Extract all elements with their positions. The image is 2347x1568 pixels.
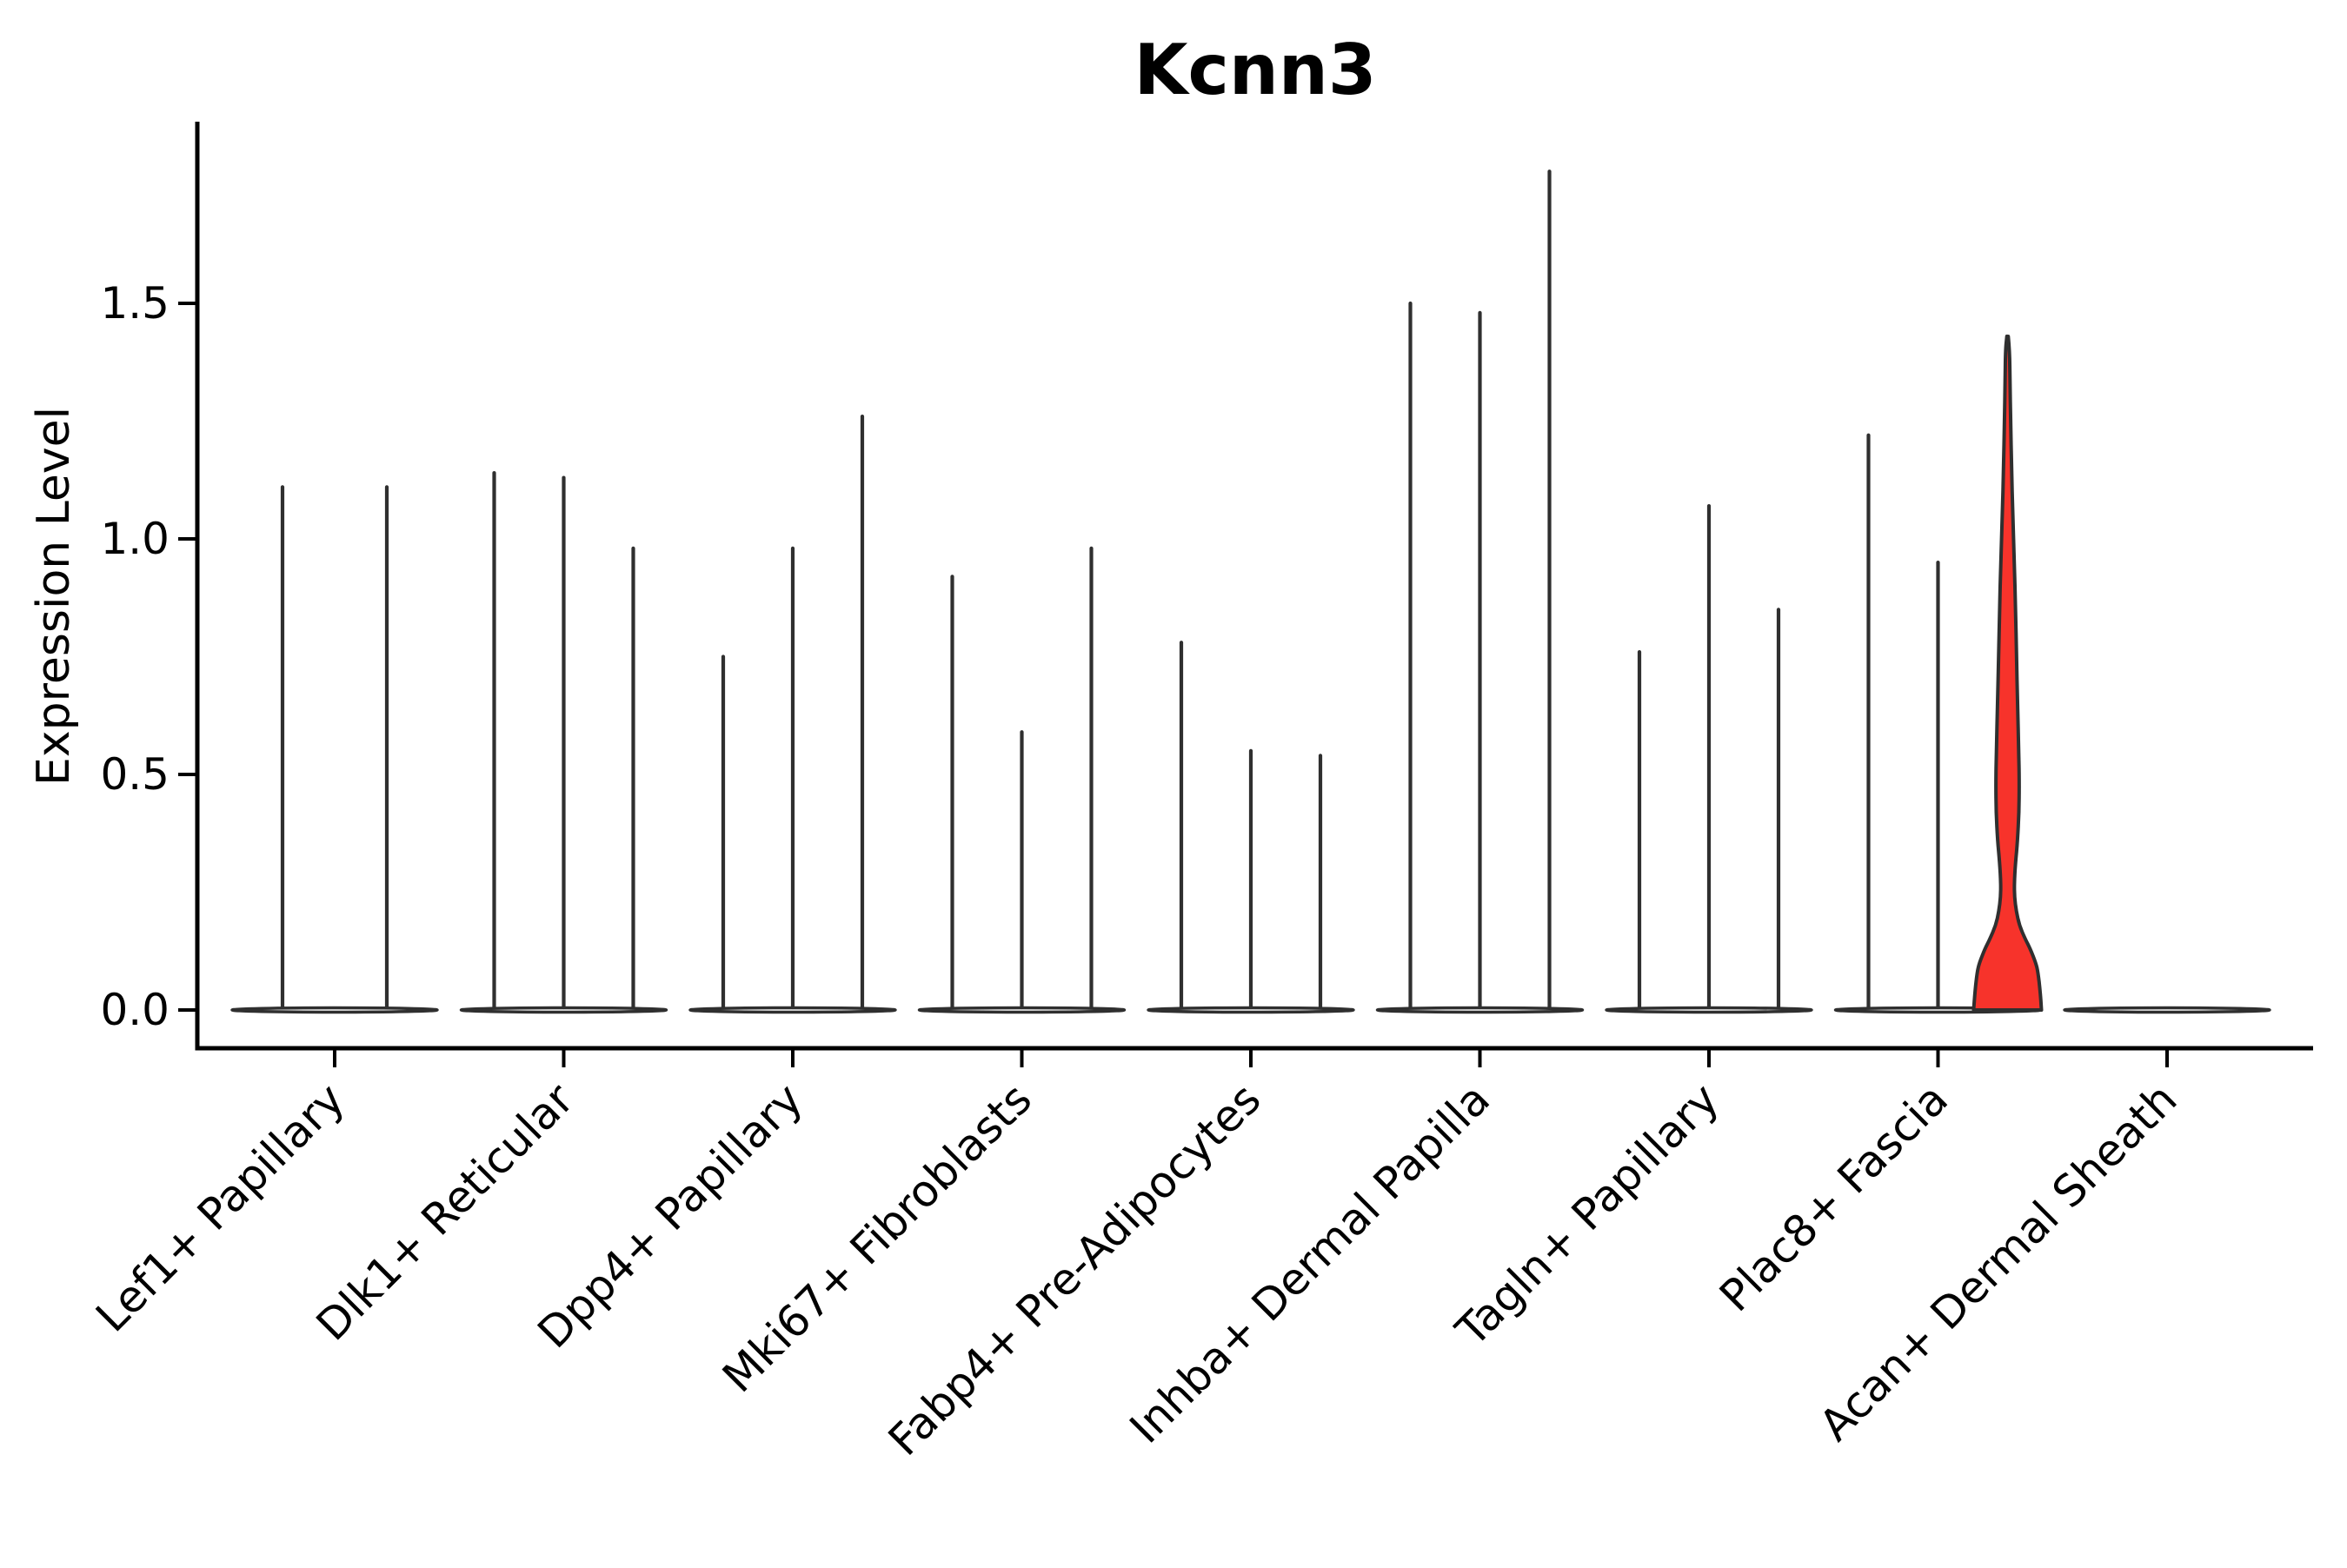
y-tick-label: 1.5: [100, 278, 170, 329]
violin-group: [1605, 503, 1813, 1014]
violin-group: [459, 471, 668, 1014]
violin-group: [1833, 334, 2044, 1014]
violin-group: [1375, 169, 1585, 1014]
violin-base: [230, 1006, 439, 1014]
violin-base: [2063, 1006, 2271, 1014]
chart-title: Kcnn3: [1134, 30, 1377, 110]
y-tick-label: 0.0: [100, 985, 170, 1035]
highlighted-violin: [1971, 334, 2044, 1012]
violin-group: [230, 485, 439, 1014]
violin-group: [917, 546, 1127, 1014]
y-tick-label: 0.5: [100, 749, 170, 800]
violin-group: [2063, 1006, 2271, 1014]
x-tick-label: Plac8+ Fascia: [1710, 1073, 1958, 1321]
y-axis-title: Expression Level: [28, 406, 80, 787]
violin-group: [1147, 641, 1355, 1014]
x-tick-label: Lef1+ Papillary: [86, 1073, 354, 1341]
violin-group: [688, 414, 897, 1014]
x-tick-label: Fabp4+ Pre-Adipocytes: [879, 1073, 1271, 1465]
y-tick-label: 1.0: [100, 514, 170, 564]
